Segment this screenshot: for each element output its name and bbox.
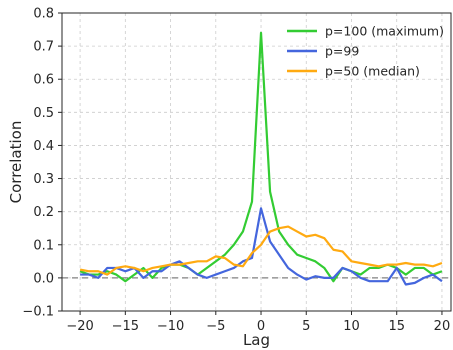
legend-entry-label: p=50 (median) — [325, 64, 420, 79]
x-tick-label: −20 — [66, 319, 93, 334]
y-tick-label: 0.5 — [33, 106, 54, 121]
y-tick-label: 0.3 — [33, 172, 54, 187]
plot-frame — [61, 12, 452, 312]
y-tick-label: −0.1 — [22, 305, 54, 320]
series-line-3 — [79, 225, 443, 276]
y-tick-label: 0.0 — [33, 271, 54, 286]
y-tick-label: 0.6 — [33, 73, 54, 88]
series-line-2 — [80, 207, 443, 286]
legend: p=100 (maximum) p=99 p=50 (median) — [287, 24, 444, 79]
x-axis-ticks: −20 −15 −10 −5 0 5 10 15 20 — [66, 311, 450, 334]
y-axis-label: Correlation — [7, 121, 25, 204]
y-tick-label: 0.8 — [33, 7, 54, 22]
y-tick-label: 0.1 — [33, 238, 54, 253]
x-tick-label: 5 — [302, 319, 310, 334]
x-tick-label: 15 — [388, 319, 405, 334]
y-tick-label: 0.7 — [33, 40, 54, 55]
x-tick-label: −5 — [206, 319, 225, 334]
x-tick-label: −10 — [157, 319, 184, 334]
legend-entry-label: p=99 — [325, 44, 359, 59]
x-tick-label: 20 — [434, 319, 451, 334]
legend-entry-label: p=100 (maximum) — [325, 24, 444, 39]
x-tick-label: 0 — [257, 319, 265, 334]
series-lines — [79, 31, 443, 286]
y-tick-label: 0.4 — [33, 139, 54, 154]
x-tick-label: 10 — [343, 319, 360, 334]
x-axis-label: Lag — [243, 331, 270, 349]
y-axis-ticks: −0.1 0.0 0.1 0.2 0.3 0.4 0.5 0.6 0.7 0.8 — [22, 7, 62, 320]
y-tick-label: 0.2 — [33, 205, 54, 220]
x-tick-label: −15 — [112, 319, 139, 334]
